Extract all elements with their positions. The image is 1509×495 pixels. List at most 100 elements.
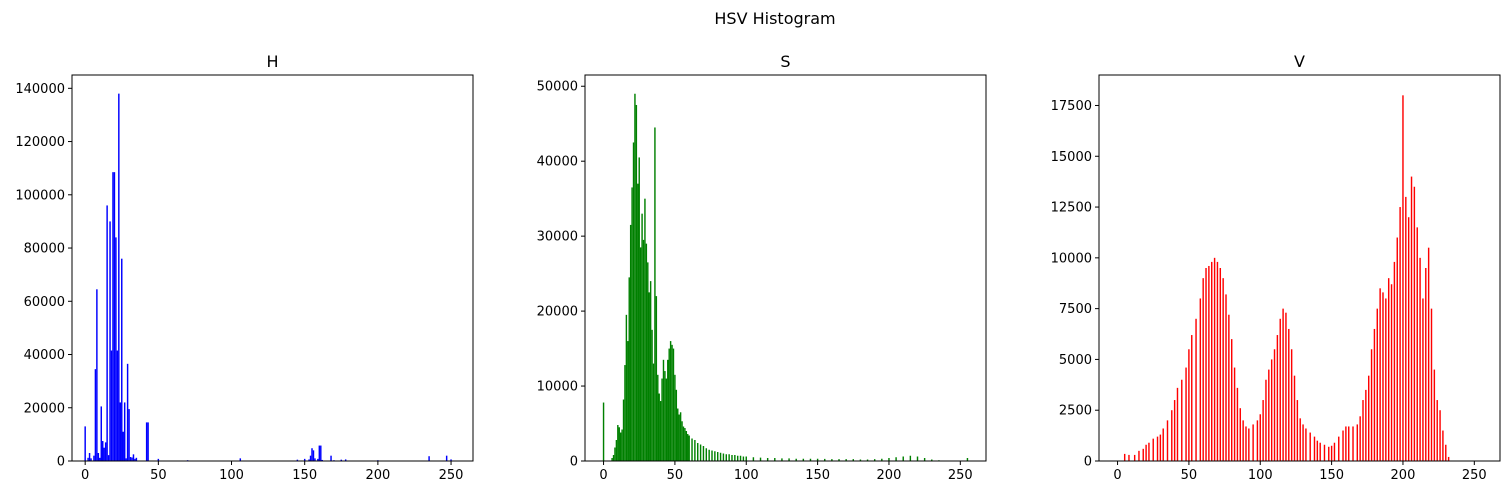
s-bar	[647, 262, 649, 461]
v-bar	[1319, 442, 1321, 461]
v-bar	[1330, 445, 1333, 461]
v-bar	[1268, 369, 1270, 461]
s-bar	[895, 457, 897, 461]
s-bar	[632, 142, 635, 461]
v-bar	[1433, 369, 1436, 461]
figure-title: HSV Histogram	[714, 9, 835, 28]
s-axes-frame	[584, 74, 987, 462]
v-bar	[1425, 268, 1427, 461]
v-bar	[1348, 426, 1350, 461]
s-bar	[672, 348, 675, 461]
s-bar	[687, 434, 689, 461]
v-x-tick-label: 0	[1113, 468, 1121, 483]
s-bar	[611, 458, 613, 461]
v-bar	[1276, 335, 1279, 461]
h-bar	[122, 431, 124, 461]
v-bar	[1225, 294, 1227, 461]
v-bar	[1379, 288, 1381, 461]
v-bar	[1213, 257, 1216, 461]
v-bar	[1309, 432, 1311, 461]
s-bar	[685, 431, 688, 461]
v-bar	[1328, 446, 1330, 461]
s-bar	[662, 359, 665, 461]
h-bar	[115, 237, 117, 461]
s-bar	[742, 456, 745, 461]
h-x-tick-label: 150	[292, 468, 317, 483]
v-bar	[1313, 436, 1316, 461]
v-bar	[1430, 308, 1433, 461]
v-bar	[1199, 298, 1202, 461]
s-bar	[627, 341, 629, 461]
h-bar	[100, 406, 102, 461]
s-bar	[615, 440, 618, 461]
v-bar	[1382, 292, 1384, 461]
h-bar	[309, 455, 312, 461]
s-bar	[888, 458, 890, 461]
v-bar	[1231, 339, 1233, 461]
v-bar	[1365, 389, 1367, 461]
v-x-tick-label: 50	[1181, 468, 1198, 483]
s-y-tick-label: 10000	[537, 380, 578, 395]
v-channel-histogram: 0 50 100 150 200 2500250050007500100001250015…	[1051, 52, 1501, 483]
v-bar	[1387, 278, 1390, 461]
v-bar	[1176, 387, 1179, 461]
v-bar	[1123, 453, 1126, 461]
v-bar	[1191, 335, 1193, 461]
h-x-tick-label: 200	[365, 468, 390, 483]
v-bar	[1305, 428, 1307, 461]
h-y-tick-label: 100000	[15, 188, 65, 203]
s-bar	[824, 458, 826, 461]
s-bar	[634, 93, 636, 462]
h-bar	[428, 456, 430, 461]
v-bar	[1162, 428, 1164, 461]
s-bar	[628, 277, 630, 461]
h-bar	[104, 442, 107, 461]
s-bar	[659, 401, 662, 461]
s-y-tick-label: 30000	[537, 230, 578, 245]
s-bar	[717, 452, 719, 461]
s-x-tick-label: 0	[599, 468, 607, 483]
s-bar	[657, 374, 659, 461]
h-bar	[450, 459, 452, 461]
v-bar	[1279, 318, 1281, 461]
s-y-tick-label: 20000	[537, 305, 578, 320]
v-bar	[1393, 261, 1396, 461]
s-bar	[684, 428, 686, 461]
h-panel-title: H	[266, 52, 278, 71]
v-bar	[1338, 436, 1340, 461]
v-bar	[1323, 444, 1326, 461]
h-bar	[134, 458, 136, 461]
s-bar	[612, 455, 615, 461]
s-bar	[618, 427, 620, 461]
s-bar	[648, 292, 650, 461]
v-bar	[1242, 420, 1244, 461]
v-bar	[1410, 176, 1413, 461]
s-bar	[734, 455, 736, 461]
s-bar	[694, 440, 696, 461]
v-y-tick-label: 7500	[1059, 302, 1092, 317]
h-y-tick-label: 140000	[15, 82, 65, 97]
s-bar	[705, 448, 708, 461]
s-bar	[802, 458, 805, 461]
s-bar	[624, 365, 626, 461]
v-bar	[1145, 444, 1147, 461]
s-bar	[637, 183, 639, 461]
s-bar	[711, 450, 713, 461]
h-bar	[317, 458, 319, 461]
v-bar	[1376, 308, 1378, 461]
s-bar	[688, 435, 690, 461]
v-bar	[1195, 318, 1197, 461]
s-bar	[838, 459, 840, 461]
s-y-tick-label: 40000	[537, 155, 578, 170]
s-bar	[966, 458, 969, 461]
v-bar	[1216, 261, 1219, 461]
v-bar	[1390, 284, 1393, 461]
s-x-tick-label: 50	[667, 468, 684, 483]
h-y-tick-label: 40000	[24, 348, 65, 363]
h-bar	[84, 426, 86, 461]
s-bar	[642, 239, 645, 461]
v-bar	[1270, 359, 1273, 461]
v-y-tick-label: 0	[1084, 455, 1092, 470]
v-bar	[1248, 428, 1250, 461]
v-bar	[1142, 448, 1144, 461]
